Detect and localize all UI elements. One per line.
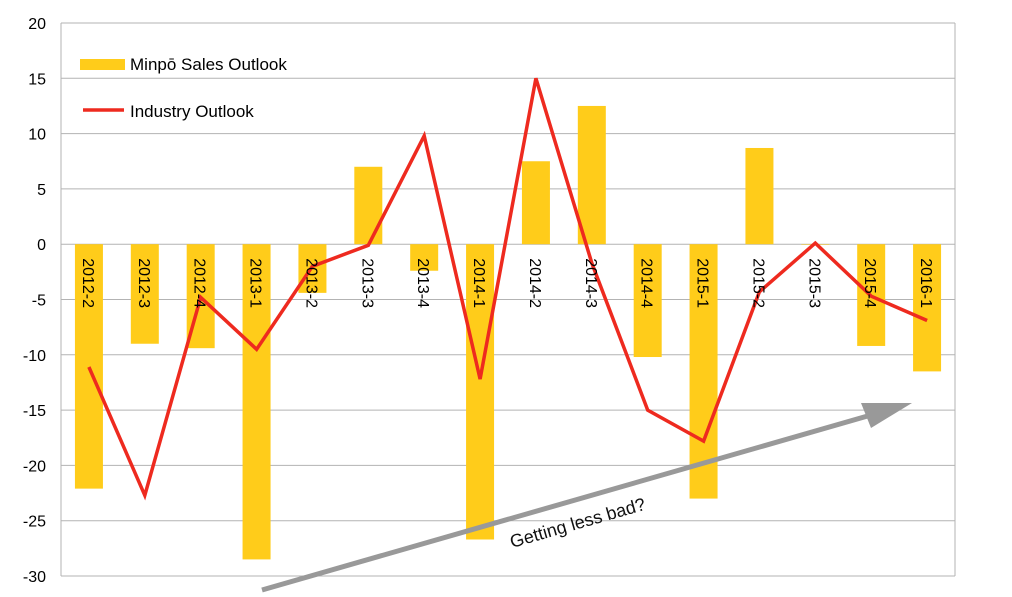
y-tick-label: 5 (37, 182, 46, 199)
x-axis-labels: 2012-2 2012-3 2012-4 2013-1 2013-2 2013-3 2013… (79, 258, 934, 308)
x-tick-label: 2013-4 (414, 258, 431, 308)
bar (354, 166, 383, 245)
x-tick-label: 2012-4 (191, 258, 208, 308)
bar (466, 244, 495, 540)
annotation-text: Getting less bad? (508, 494, 648, 552)
bar (745, 147, 774, 245)
y-tick-label: -5 (32, 293, 46, 310)
bar-series (74, 105, 942, 560)
x-tick-label: 2015-3 (805, 258, 822, 308)
y-tick-label: 20 (28, 16, 46, 33)
x-tick-label: 2015-4 (861, 258, 878, 308)
y-tick-label: -15 (23, 403, 46, 420)
bar (689, 244, 718, 499)
annotation: Getting less bad? (261, 403, 912, 593)
x-tick-label: 2013-1 (247, 258, 264, 308)
bar (577, 105, 606, 245)
y-tick-label: 15 (28, 71, 46, 88)
legend: Minpō Sales Outlook Industry Outlook (80, 55, 287, 121)
x-tick-label: 2016-1 (917, 258, 934, 308)
y-tick-label: 0 (37, 237, 46, 254)
legend-swatch-bar (80, 59, 125, 70)
y-tick-label: -10 (23, 348, 46, 365)
y-tick-label: -20 (23, 458, 46, 475)
annotation-arrow-shaft (261, 408, 886, 593)
x-tick-label: 2015-2 (749, 258, 766, 308)
bar (74, 244, 103, 489)
annotation-arrow-head (861, 403, 912, 428)
legend-label-bar: Minpō Sales Outlook (130, 55, 287, 74)
x-tick-label: 2012-3 (135, 258, 152, 308)
y-tick-label: 10 (28, 127, 46, 144)
x-tick-label: 2014-1 (470, 258, 487, 308)
bar (633, 244, 662, 358)
x-tick-label: 2013-3 (358, 258, 375, 308)
line-series (87, 77, 928, 501)
x-tick-label: 2014-2 (526, 258, 543, 308)
x-tick-label: 2013-2 (302, 258, 319, 308)
bar (130, 244, 159, 344)
industry-outlook-line (87, 77, 928, 501)
y-axis-ticks: 20 15 10 5 0 -5 -10 -15 -20 -25 -30 (23, 16, 46, 586)
x-tick-label: 2012-2 (79, 258, 96, 308)
y-tick-label: -25 (23, 514, 46, 531)
y-tick-label: -30 (23, 569, 46, 586)
bar (913, 244, 942, 372)
bar (521, 161, 550, 245)
x-tick-label: 2014-3 (582, 258, 599, 308)
bar (410, 244, 439, 271)
x-tick-label: 2014-4 (638, 258, 655, 308)
legend-label-line: Industry Outlook (130, 102, 254, 121)
bar (242, 244, 271, 560)
x-tick-label: 2015-1 (694, 258, 711, 308)
